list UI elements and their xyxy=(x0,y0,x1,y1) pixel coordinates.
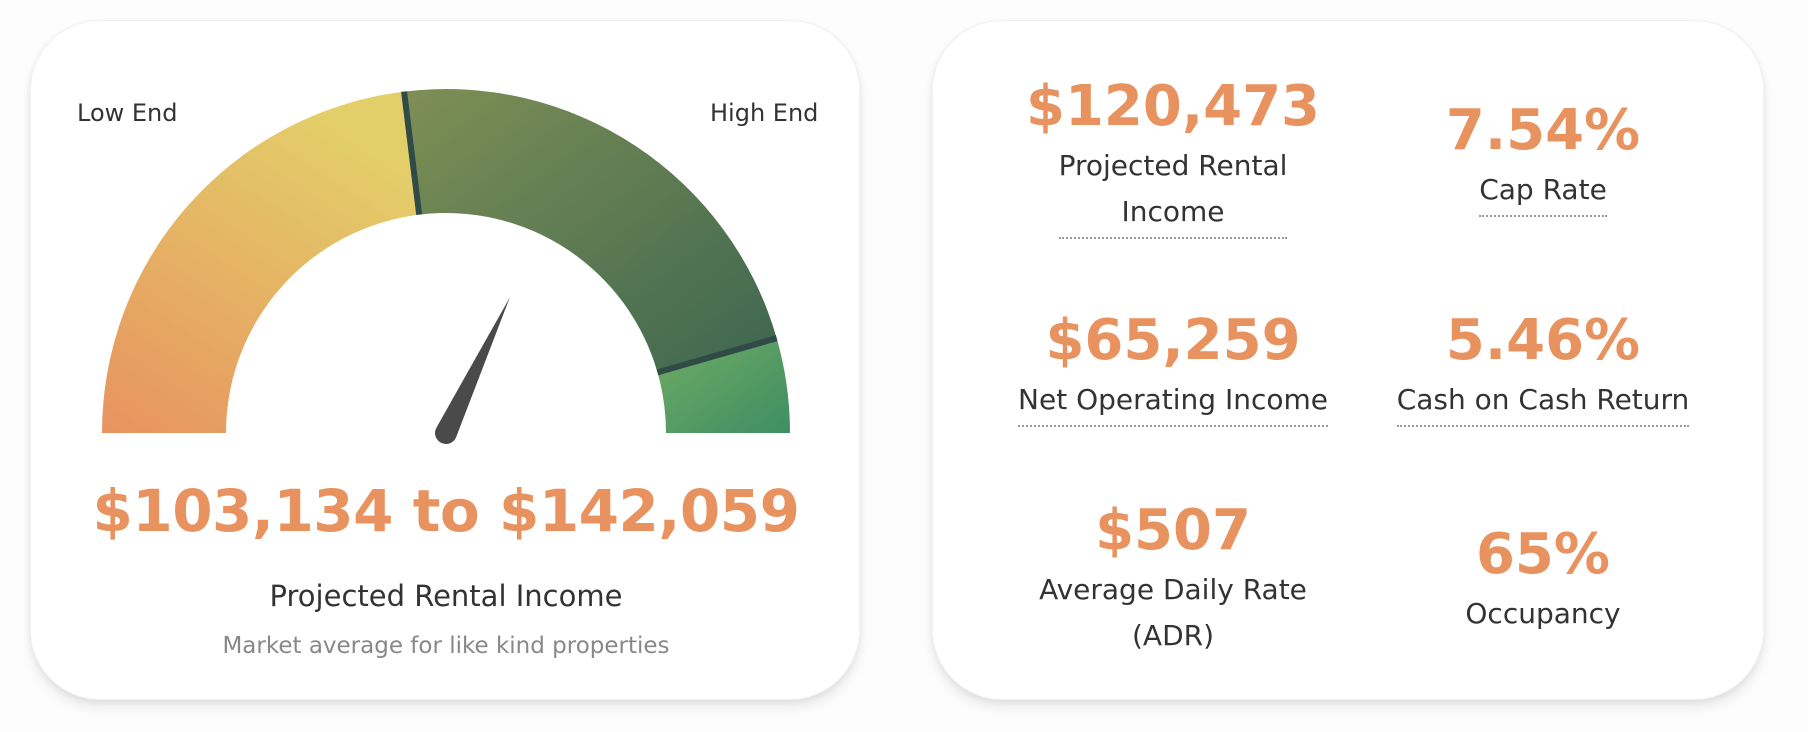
metric-label-line: Average Daily Rate xyxy=(1039,573,1307,606)
metric-label-line: Net Operating Income xyxy=(1018,383,1328,416)
metric-value: $65,259 xyxy=(1045,308,1301,373)
metric-label-line: Occupancy xyxy=(1465,597,1621,630)
income-range-title: Projected Rental Income xyxy=(269,579,623,613)
metric-value: 65% xyxy=(1475,522,1611,587)
metric-value: 7.54% xyxy=(1445,98,1641,163)
gauge-segment-high xyxy=(657,338,790,433)
metric-label-line: (ADR) xyxy=(1131,619,1215,652)
high-end-label: High End xyxy=(710,99,819,127)
metrics-card: $120,473 Projected Rental Income 7.54% C… xyxy=(932,20,1764,700)
metric-projected-rental-income: $120,473 Projected Rental Income xyxy=(993,71,1353,239)
metric-cap-rate: 7.54% Cap Rate xyxy=(1393,95,1693,217)
low-end-label: Low End xyxy=(77,99,178,127)
gauge-segment-low xyxy=(102,91,420,434)
metric-label[interactable]: Cap Rate xyxy=(1479,167,1607,217)
income-range-subtitle: Market average for like kind properties xyxy=(222,633,670,659)
metric-value: $507 xyxy=(1095,498,1251,563)
gauge-divider-high xyxy=(656,335,778,376)
metric-label: Average Daily Rate (ADR) xyxy=(1039,567,1307,661)
metric-label[interactable]: Cash on Cash Return xyxy=(1396,377,1690,427)
metric-label-line: Cash on Cash Return xyxy=(1396,383,1690,416)
metric-label[interactable]: Net Operating Income xyxy=(1018,377,1328,427)
metric-label-line: Projected Rental xyxy=(1058,149,1288,182)
metric-label[interactable]: Projected Rental Income xyxy=(1058,143,1288,239)
metric-average-daily-rate: $507 Average Daily Rate (ADR) xyxy=(993,495,1353,661)
metric-occupancy: 65% Occupancy xyxy=(1393,519,1693,639)
income-range-value: $103,134 to $142,059 xyxy=(92,477,800,545)
gauge-segment-mid xyxy=(404,89,777,373)
metric-label: Occupancy xyxy=(1465,591,1620,639)
metric-net-operating-income: $65,259 Net Operating Income xyxy=(993,305,1353,427)
gauge-needle xyxy=(435,297,510,444)
metric-cash-on-cash-return: 5.46% Cash on Cash Return xyxy=(1373,305,1713,427)
income-gauge xyxy=(102,89,790,444)
gauge-divider-low xyxy=(401,91,423,216)
metric-value: 5.46% xyxy=(1445,308,1641,373)
metric-label-line: Income xyxy=(1121,195,1225,228)
metric-label-line: Cap Rate xyxy=(1479,173,1607,206)
metric-value: $120,473 xyxy=(1025,74,1321,139)
gauge-card: Low End High End $103,134 to $142,059 Pr… xyxy=(30,20,860,700)
